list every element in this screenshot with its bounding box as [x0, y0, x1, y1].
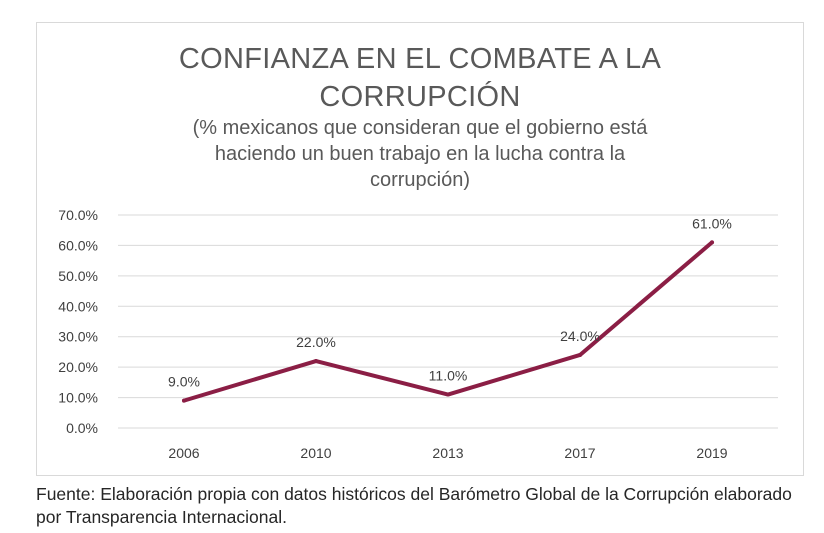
chart-subtitle-line-2: haciendo un buen trabajo en la lucha con… [214, 143, 626, 165]
chart-subtitle-line-1: (% mexicanos que consideran que el gobie… [192, 117, 648, 139]
chart-title-line-1: CONFIANZA EN EL COMBATE A LA [178, 43, 662, 75]
chart-title-line-2: CORRUPCIÓN [319, 81, 521, 113]
data-point [710, 240, 714, 245]
y-tick-label: 70.0% [58, 207, 98, 223]
data-label: 11.0% [429, 368, 468, 384]
y-tick-label: 10.0% [58, 390, 98, 406]
chart-subtitle-line-3: corrupción) [369, 169, 471, 191]
x-tick-label: 2017 [564, 445, 595, 461]
x-tick-label: 2013 [432, 445, 463, 461]
y-tick-label: 0.0% [66, 420, 98, 436]
data-label: 9.0% [168, 374, 200, 390]
chart-subtitle: (% mexicanos que consideran que el gobie… [36, 115, 804, 193]
y-tick-label: 50.0% [58, 268, 98, 284]
x-tick-label: 2006 [168, 445, 199, 461]
x-tick-label: 2010 [300, 445, 331, 461]
data-point [182, 398, 186, 403]
data-point [446, 392, 450, 397]
data-point [314, 359, 318, 364]
y-tick-label: 30.0% [58, 329, 98, 345]
y-tick-label: 20.0% [58, 359, 98, 375]
y-tick-label: 40.0% [58, 298, 98, 314]
data-label: 61.0% [692, 215, 732, 231]
data-point [578, 352, 582, 357]
source-note: Fuente: Elaboración propia con datos his… [36, 484, 792, 527]
x-tick-label: 2019 [696, 445, 727, 461]
data-label: 24.0% [560, 328, 600, 344]
y-tick-label: 60.0% [58, 237, 98, 253]
chart-title: CONFIANZA EN EL COMBATE A LA CORRUPCIÓN [36, 40, 804, 116]
chart-frame [36, 22, 804, 476]
data-label: 22.0% [296, 334, 336, 350]
